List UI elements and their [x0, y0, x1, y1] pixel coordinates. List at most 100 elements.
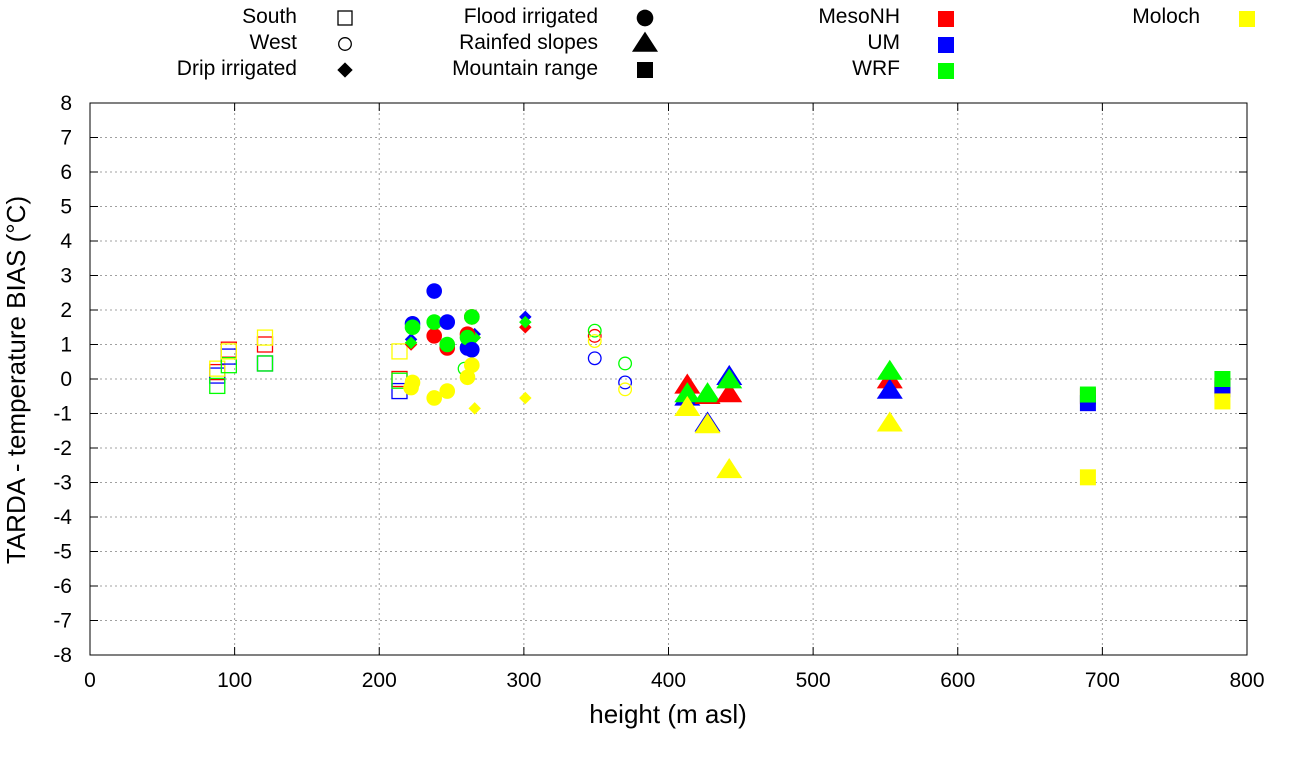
legend-label: South: [242, 5, 297, 28]
data-point-triangle-wrf: [674, 382, 701, 403]
data-point-square-moloch: [1214, 393, 1231, 410]
legend-swatch-um: [938, 37, 954, 53]
data-point-triangle-moloch: [876, 411, 903, 432]
data-point-open-square-wrf: [220, 357, 237, 374]
y-axis-title: TARDA - temperature BIAS (°C): [1, 196, 31, 564]
data-point-square-wrf: [1079, 386, 1096, 403]
x-tick-label: 0: [84, 669, 96, 692]
data-points: [209, 283, 1231, 486]
y-tick-label: 2: [60, 299, 72, 322]
y-tick-label: 6: [60, 161, 72, 184]
legend-label: West: [250, 31, 298, 54]
y-tick-label: 1: [60, 334, 72, 357]
data-point-square-moloch: [1079, 469, 1096, 486]
data-point-circle-um: [426, 283, 443, 299]
x-tick-label: 600: [940, 669, 975, 692]
data-point-triangle-um: [876, 378, 903, 399]
x-tick-label: 100: [217, 669, 252, 692]
data-point-triangle-wrf: [716, 368, 743, 389]
data-point-open-square-um: [256, 355, 274, 372]
x-tick-label: 800: [1229, 669, 1264, 692]
legend-marker-triangle: [631, 31, 659, 52]
legend-label: Drip irrigated: [177, 57, 297, 80]
y-tick-label: 8: [60, 92, 72, 115]
y-tick-label: -3: [53, 472, 72, 495]
y-tick-label: 3: [60, 265, 72, 288]
data-point-open-square-wrf: [256, 355, 274, 372]
legend-label: Mountain range: [452, 57, 598, 80]
data-point-circle-um: [464, 341, 480, 358]
legend-marker-square: [637, 62, 653, 78]
data-point-circle-moloch: [439, 383, 456, 399]
y-tick-label: 0: [60, 368, 72, 391]
data-point-open-circle-um: [587, 351, 602, 366]
legend-label: Rainfed slopes: [459, 31, 598, 54]
x-axis-title: height (m asl): [589, 699, 747, 729]
data-point-triangle-wrf: [876, 359, 903, 380]
legend: South West Drip irrigated Flood irrigated Ra…: [177, 5, 1255, 80]
data-point-circle-moloch: [403, 379, 419, 396]
legend-swatch-mesonh: [938, 11, 954, 27]
legend-marker-circle: [636, 9, 654, 27]
data-point-square-wrf: [1214, 371, 1231, 387]
legend-label: Moloch: [1132, 5, 1200, 28]
data-point-circle-wrf: [426, 314, 443, 330]
y-tick-label: 5: [60, 196, 72, 219]
x-tick-label: 500: [796, 669, 831, 692]
data-point-circle-moloch: [426, 390, 443, 406]
legend-marker-open-square: [337, 10, 353, 26]
data-point-circle-moloch: [459, 369, 476, 386]
y-tick-label: 4: [60, 230, 72, 253]
data-point-open-square-moloch: [256, 329, 274, 346]
y-tick-label: -8: [53, 644, 72, 667]
y-tick-label: -4: [53, 506, 72, 529]
data-point-circle-wrf: [439, 336, 456, 353]
data-point-triangle-mesonh: [716, 382, 743, 403]
x-tick-label: 400: [651, 669, 686, 692]
data-point-open-square-moloch: [220, 343, 237, 360]
legend-label: MesoNH: [818, 5, 900, 28]
data-point-circle-wrf: [459, 329, 476, 346]
x-tick-label: 300: [506, 669, 541, 692]
data-point-circle-moloch: [464, 357, 480, 374]
data-point-circle-wrf: [464, 309, 480, 325]
y-tick-label: -6: [53, 575, 72, 598]
y-tick-label: -2: [53, 437, 72, 460]
data-point-triangle-moloch: [694, 413, 721, 434]
data-point-triangle-moloch: [716, 458, 743, 479]
legend-label: WRF: [852, 57, 900, 80]
data-point-diamond-wrf: [404, 336, 418, 350]
data-point-diamond-moloch: [519, 391, 532, 405]
y-tick-label: -1: [53, 403, 72, 426]
axis-ticks: 0 100 200 300 400 500 600 700 800 -8 -7 -6 -5 -4 -3 -2 -…: [53, 92, 1264, 692]
legend-marker-diamond: [337, 62, 353, 78]
data-point-diamond-moloch: [468, 402, 481, 415]
data-point-open-circle-moloch: [587, 334, 602, 349]
data-point-open-circle-moloch: [618, 382, 633, 397]
legend-label: UM: [867, 31, 900, 54]
data-point-open-square-moloch: [391, 343, 408, 360]
legend-marker-open-circle: [338, 37, 352, 51]
data-point-open-circle-wrf: [618, 356, 633, 371]
x-tick-label: 700: [1085, 669, 1120, 692]
data-point-diamond-wrf: [519, 315, 532, 329]
data-point-open-square-moloch: [209, 360, 226, 377]
legend-swatch-moloch: [1239, 11, 1255, 27]
data-point-circle-wrf: [404, 319, 421, 336]
data-point-triangle-wrf: [694, 382, 721, 403]
data-point-open-circle-wrf: [587, 323, 602, 338]
data-point-open-circle-mesonh: [587, 328, 602, 343]
legend-label: Flood irrigated: [464, 5, 598, 28]
legend-swatch-wrf: [938, 63, 954, 79]
data-point-open-circle-um: [618, 375, 633, 390]
grid-layer: [90, 103, 1247, 655]
data-point-circle-mesonh: [426, 328, 443, 344]
x-tick-label: 200: [362, 669, 397, 692]
data-point-circle-um: [439, 314, 456, 330]
data-point-open-square-wrf: [209, 377, 226, 395]
y-tick-label: -5: [53, 541, 72, 564]
data-point-triangle-moloch: [674, 395, 701, 417]
y-tick-label: 7: [60, 127, 72, 150]
y-tick-label: -7: [53, 610, 72, 633]
